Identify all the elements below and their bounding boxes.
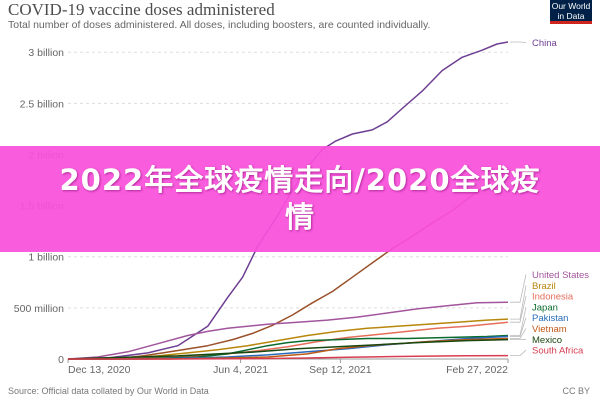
x-tick-label: Feb 27, 2022 [446,364,508,376]
owid-logo-line1: Our World [551,1,591,11]
x-tick-label: Dec 13, 2020 [68,364,131,376]
legend-connector [510,296,527,323]
owid-logo[interactable]: Our World in Data [550,0,592,24]
legend-label: South Africa [532,346,584,357]
license-link[interactable]: CC BY [562,386,590,396]
chart-subtitle: Total number of doses administered. All … [8,19,431,31]
legend-label: China [532,38,558,49]
x-tick-label: Sep 12, 2021 [309,364,372,376]
y-tick-label: 0 [58,354,64,366]
legend-connector [510,306,527,336]
legend-connector [510,41,527,43]
y-tick-label: 500 million [14,303,64,315]
series-line-mexico [67,338,509,360]
legend-label: Mexico [532,335,562,346]
y-tick-label: 2.5 billion [20,98,65,110]
legend-label: Pakistan [532,313,568,324]
x-tick-label: Jun 4, 2021 [213,364,268,376]
legend-connector [510,349,527,356]
legend-label: United States [532,270,589,281]
legend-label: Vietnam [532,324,567,335]
overlay-banner: 2022年全球疫情走向/2020全球疫情 [0,146,600,252]
legend-connector [510,328,527,339]
banner-text: 2022年全球疫情走向/2020全球疫情 [59,163,541,234]
legend-connector [510,285,527,320]
series-line-indonesia [68,321,509,360]
series-line-south-africa [68,354,509,360]
legend-connector [510,274,527,303]
footer-source: Source: Official data collated by Our Wo… [8,386,209,396]
y-tick-label: 1 billion [28,252,64,264]
legend-label: Brazil [532,281,556,292]
legend-label: Japan [532,302,558,313]
owid-logo-line2: in Data [557,11,585,21]
series-line-united-states [67,301,509,360]
chart-title: COVID-19 vaccine doses administered [8,0,275,19]
y-tick-label: 3 billion [28,47,64,59]
legend-label: Indonesia [532,292,574,303]
legend-connector [510,317,527,337]
